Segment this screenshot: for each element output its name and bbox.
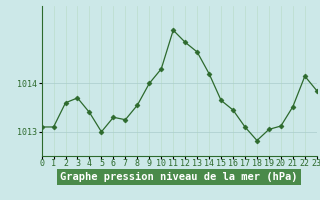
- X-axis label: Graphe pression niveau de la mer (hPa): Graphe pression niveau de la mer (hPa): [60, 172, 298, 182]
